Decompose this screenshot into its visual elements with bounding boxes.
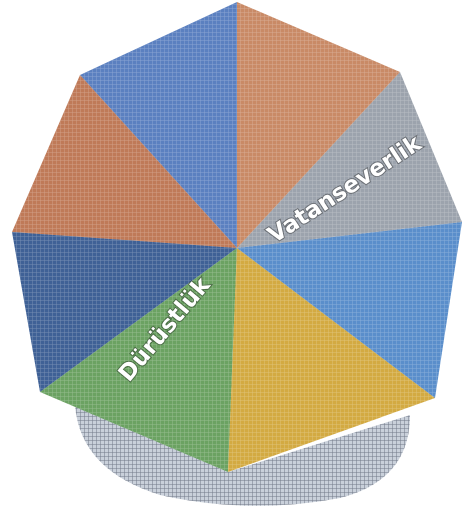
- texture: [12, 2, 462, 472]
- umbrella-image: Vatanseverlik Dürüstlük: [0, 0, 469, 512]
- segments: [12, 2, 462, 472]
- page: Vatanseverlik Dürüstlük (() => { const d…: [0, 0, 469, 512]
